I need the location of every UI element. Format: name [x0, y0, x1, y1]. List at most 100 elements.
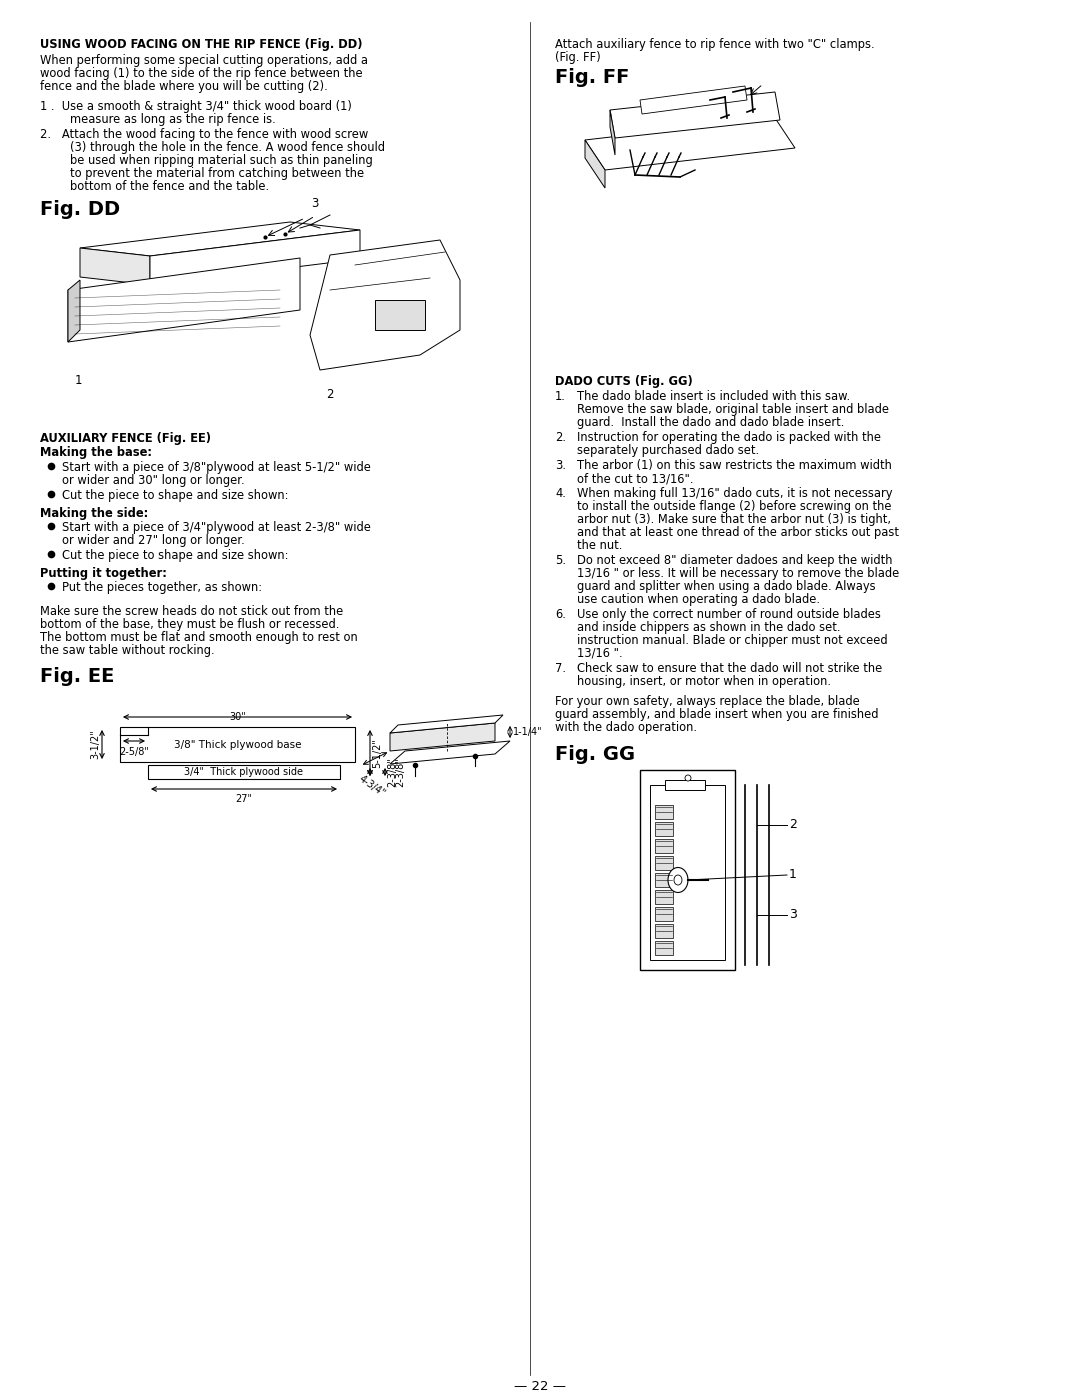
Text: 3: 3 — [311, 197, 319, 210]
Polygon shape — [390, 724, 495, 752]
Text: Making the side:: Making the side: — [40, 507, 148, 520]
Text: use caution when operating a dado blade.: use caution when operating a dado blade. — [577, 592, 820, 606]
Text: 1: 1 — [789, 869, 797, 882]
Bar — [640, 770, 735, 970]
Text: guard.  Install the dado and dado blade insert.: guard. Install the dado and dado blade i… — [577, 416, 845, 429]
Text: guard and splitter when using a dado blade. Always: guard and splitter when using a dado bla… — [577, 580, 876, 592]
Text: 5-1/2": 5-1/2" — [372, 738, 382, 768]
Text: Cut the piece to shape and size shown:: Cut the piece to shape and size shown: — [62, 489, 288, 502]
Text: Use only the correct number of round outside blades: Use only the correct number of round out… — [577, 608, 881, 622]
Polygon shape — [310, 240, 460, 370]
Text: to prevent the material from catching between the: to prevent the material from catching be… — [70, 168, 364, 180]
Text: to install the outside flange (2) before screwing on the: to install the outside flange (2) before… — [577, 500, 891, 513]
Text: AUXILIARY FENCE (Fig. EE): AUXILIARY FENCE (Fig. EE) — [40, 432, 211, 446]
Text: 30": 30" — [229, 712, 246, 722]
Text: 13/16 ".: 13/16 ". — [577, 647, 623, 659]
Text: Putting it together:: Putting it together: — [40, 567, 167, 580]
Text: Start with a piece of 3/8"plywood at least 5-1/2" wide: Start with a piece of 3/8"plywood at lea… — [62, 461, 370, 474]
Text: When performing some special cutting operations, add a: When performing some special cutting ope… — [40, 54, 368, 67]
Text: separately purchased dado set.: separately purchased dado set. — [577, 444, 759, 457]
Polygon shape — [610, 92, 780, 138]
Text: Do not exceed 8" diameter dadoes and keep the width: Do not exceed 8" diameter dadoes and kee… — [577, 555, 892, 567]
Text: 2-3/8": 2-3/8" — [395, 757, 405, 787]
Text: bottom of the fence and the table.: bottom of the fence and the table. — [70, 180, 269, 193]
Polygon shape — [68, 258, 300, 342]
Bar — [654, 840, 673, 854]
Text: 7.: 7. — [555, 662, 566, 675]
Text: be used when ripping material such as thin paneling: be used when ripping material such as th… — [70, 154, 373, 168]
Text: Fig. DD: Fig. DD — [40, 200, 120, 219]
Text: guard assembly, and blade insert when you are finished: guard assembly, and blade insert when yo… — [555, 708, 878, 721]
Text: 4-3/4": 4-3/4" — [357, 774, 387, 799]
Text: 27": 27" — [235, 793, 253, 805]
Bar — [148, 766, 340, 780]
Text: USING WOOD FACING ON THE RIP FENCE (Fig. DD): USING WOOD FACING ON THE RIP FENCE (Fig.… — [40, 38, 363, 52]
Bar — [654, 923, 673, 937]
Text: with the dado operation.: with the dado operation. — [555, 721, 697, 733]
Polygon shape — [390, 715, 503, 733]
Text: and inside chippers as shown in the dado set.: and inside chippers as shown in the dado… — [577, 622, 840, 634]
Text: of the cut to 13/16".: of the cut to 13/16". — [577, 472, 693, 485]
Text: DADO CUTS (Fig. GG): DADO CUTS (Fig. GG) — [555, 374, 692, 388]
Polygon shape — [585, 140, 605, 189]
Polygon shape — [80, 222, 360, 256]
Text: 1-1/4": 1-1/4" — [513, 726, 542, 738]
Text: 2: 2 — [326, 388, 334, 401]
Bar — [654, 907, 673, 921]
Text: or wider and 27" long or longer.: or wider and 27" long or longer. — [62, 534, 245, 548]
Text: 5.: 5. — [555, 555, 566, 567]
Text: Check saw to ensure that the dado will not strike the: Check saw to ensure that the dado will n… — [577, 662, 882, 675]
Text: Cut the piece to shape and size shown:: Cut the piece to shape and size shown: — [62, 549, 288, 562]
Text: 2-5/8": 2-5/8" — [119, 747, 149, 757]
Circle shape — [685, 775, 691, 781]
Bar — [650, 785, 725, 960]
Text: 2: 2 — [789, 819, 797, 831]
Polygon shape — [68, 279, 80, 342]
Text: 13/16 " or less. It will be necessary to remove the blade: 13/16 " or less. It will be necessary to… — [577, 567, 900, 580]
Text: The dado blade insert is included with this saw.: The dado blade insert is included with t… — [577, 390, 850, 402]
Bar — [654, 942, 673, 956]
Text: bottom of the base, they must be flush or recessed.: bottom of the base, they must be flush o… — [40, 617, 339, 631]
Text: and that at least one thread of the arbor sticks out past: and that at least one thread of the arbo… — [577, 527, 899, 539]
Text: instruction manual. Blade or chipper must not exceed: instruction manual. Blade or chipper mus… — [577, 634, 888, 647]
Bar — [654, 821, 673, 835]
Bar — [665, 780, 705, 789]
Text: arbor nut (3). Make sure that the arbor nut (3) is tight,: arbor nut (3). Make sure that the arbor … — [577, 513, 891, 527]
Text: 3-1/2": 3-1/2" — [90, 729, 100, 760]
Text: 4.: 4. — [555, 488, 566, 500]
Polygon shape — [150, 231, 360, 285]
Text: 2.   Attach the wood facing to the fence with wood screw: 2. Attach the wood facing to the fence w… — [40, 129, 368, 141]
Polygon shape — [80, 249, 150, 285]
Text: Attach auxiliary fence to rip fence with two "C" clamps.: Attach auxiliary fence to rip fence with… — [555, 38, 875, 52]
Text: Making the base:: Making the base: — [40, 446, 152, 460]
Text: Fig. GG: Fig. GG — [555, 745, 635, 764]
Text: 6.: 6. — [555, 608, 566, 622]
Text: measure as long as the rip fence is.: measure as long as the rip fence is. — [70, 113, 275, 126]
Bar — [120, 726, 355, 761]
Bar — [654, 805, 673, 819]
Bar — [654, 856, 673, 870]
Text: 1.: 1. — [555, 390, 566, 402]
Text: 3.: 3. — [555, 460, 566, 472]
Polygon shape — [640, 87, 747, 115]
Text: — 22 —: — 22 — — [514, 1380, 566, 1393]
Text: 1 .  Use a smooth & straight 3/4" thick wood board (1): 1 . Use a smooth & straight 3/4" thick w… — [40, 101, 352, 113]
Text: Fig. FF: Fig. FF — [555, 68, 630, 87]
Text: The bottom must be flat and smooth enough to rest on: The bottom must be flat and smooth enoug… — [40, 631, 357, 644]
Text: When making full 13/16" dado cuts, it is not necessary: When making full 13/16" dado cuts, it is… — [577, 488, 892, 500]
Text: or wider and 30" long or longer.: or wider and 30" long or longer. — [62, 474, 245, 488]
Text: 2.: 2. — [555, 432, 566, 444]
Text: the nut.: the nut. — [577, 539, 622, 552]
Text: housing, insert, or motor when in operation.: housing, insert, or motor when in operat… — [577, 675, 831, 687]
Polygon shape — [390, 740, 510, 764]
Text: For your own safety, always replace the blade, blade: For your own safety, always replace the … — [555, 694, 860, 708]
Ellipse shape — [669, 868, 688, 893]
Text: Instruction for operating the dado is packed with the: Instruction for operating the dado is pa… — [577, 432, 881, 444]
Text: 3: 3 — [789, 908, 797, 922]
Polygon shape — [610, 110, 615, 155]
Text: wood facing (1) to the side of the rip fence between the: wood facing (1) to the side of the rip f… — [40, 67, 363, 80]
Text: Fig. EE: Fig. EE — [40, 666, 114, 686]
Polygon shape — [585, 117, 795, 170]
Bar — [375, 300, 426, 330]
Text: 1: 1 — [75, 373, 82, 387]
